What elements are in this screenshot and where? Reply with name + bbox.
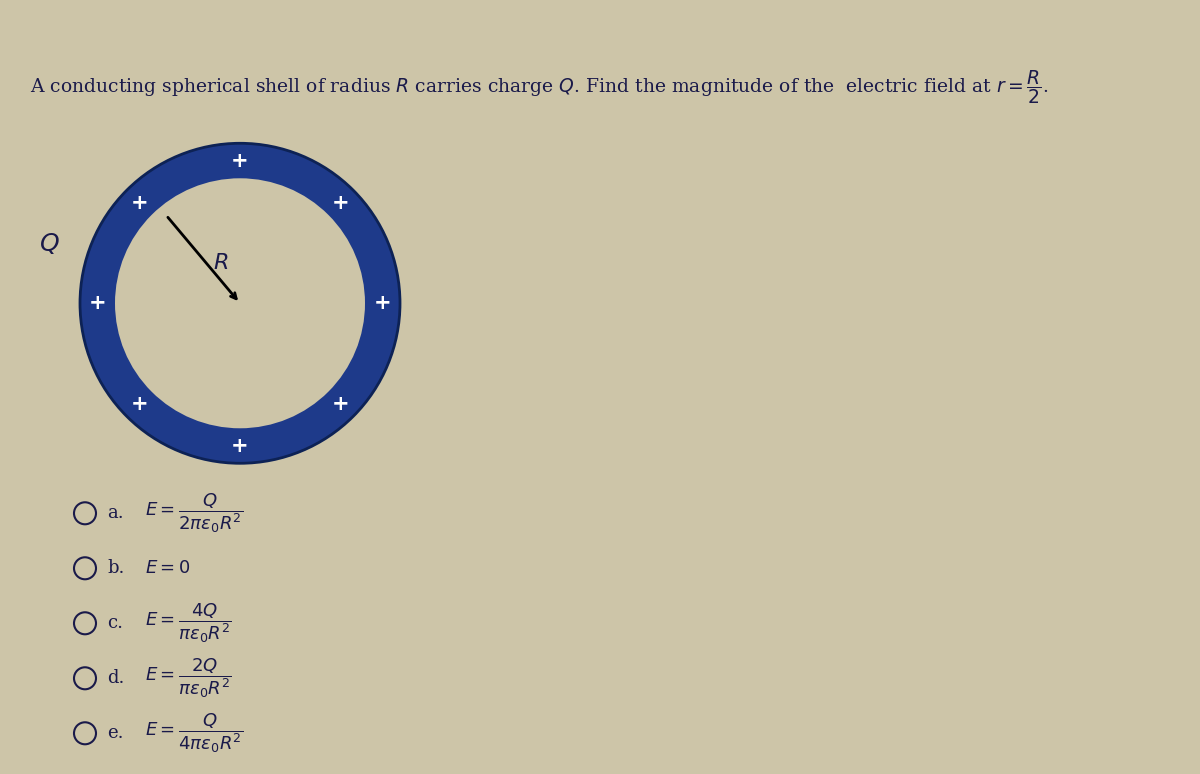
Circle shape <box>80 143 400 464</box>
Text: b.: b. <box>107 560 125 577</box>
Text: +: + <box>232 151 248 171</box>
Text: +: + <box>131 193 148 213</box>
Text: +: + <box>332 193 349 213</box>
Text: a.: a. <box>107 505 124 522</box>
Text: $E = \dfrac{Q}{2\pi\epsilon_0 R^2}$: $E = \dfrac{Q}{2\pi\epsilon_0 R^2}$ <box>145 491 244 535</box>
Circle shape <box>115 178 365 428</box>
Text: e.: e. <box>107 724 124 742</box>
Text: $Q$: $Q$ <box>40 231 60 255</box>
Text: +: + <box>373 293 391 313</box>
Text: $E = \dfrac{4Q}{\pi\epsilon_0 R^2}$: $E = \dfrac{4Q}{\pi\epsilon_0 R^2}$ <box>145 601 232 646</box>
Text: +: + <box>131 394 148 414</box>
Text: $E = 0$: $E = 0$ <box>145 560 191 577</box>
Text: +: + <box>89 293 107 313</box>
Text: d.: d. <box>107 670 125 687</box>
Text: $E = \dfrac{2Q}{\pi\epsilon_0 R^2}$: $E = \dfrac{2Q}{\pi\epsilon_0 R^2}$ <box>145 656 232 700</box>
Text: $E = \dfrac{Q}{4\pi\epsilon_0 R^2}$: $E = \dfrac{Q}{4\pi\epsilon_0 R^2}$ <box>145 711 244 755</box>
Text: $R$: $R$ <box>214 252 229 274</box>
Text: +: + <box>332 394 349 414</box>
Text: +: + <box>232 436 248 456</box>
Text: c.: c. <box>107 615 124 632</box>
Text: A conducting spherical shell of radius $\mathit{R}$ carries charge $\mathit{Q}$.: A conducting spherical shell of radius $… <box>30 68 1049 106</box>
